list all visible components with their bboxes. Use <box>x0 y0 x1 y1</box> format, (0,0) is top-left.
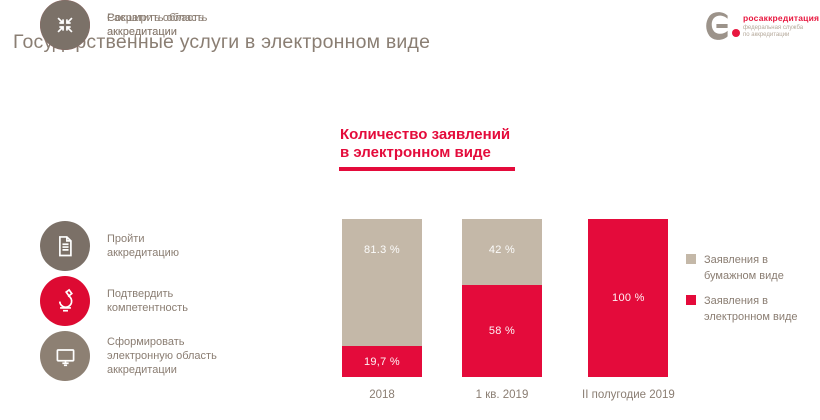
legend-label: Заявления в электронном виде <box>704 295 798 323</box>
legend-swatch-electronic <box>686 295 696 305</box>
chart-title: Количество заявлений в электронном виде <box>340 126 511 161</box>
chart-legend: Заявления в бумажном виде Заявления в эл… <box>686 252 798 334</box>
bar-column: 81.3 % 19,7 % 2018 <box>342 219 422 401</box>
logo-red-dot <box>732 29 740 37</box>
stacked-bar: 42 % 58 % <box>462 219 542 377</box>
bar-value-label: 58 % <box>488 325 516 338</box>
bar-segment: 58 % <box>462 285 542 377</box>
category-label: 1 кв. 2019 <box>475 389 529 401</box>
microscope-icon <box>40 276 90 326</box>
bar-segment: 100 % <box>588 219 669 377</box>
service-item-competence: Подтвердить компетентность <box>40 276 188 326</box>
service-label: Сформировать электронную область аккреди… <box>107 336 217 376</box>
bar-column: 42 % 58 % 1 кв. 2019 <box>462 219 542 401</box>
bar-chart: 81.3 % 19,7 % 2018 42 % 58 % 1 кв. 2019 100 % I… <box>342 219 675 401</box>
collapse-arrows-icon <box>40 0 90 50</box>
document-icon <box>40 221 90 271</box>
service-item-accreditation: Пройти аккредитацию <box>40 221 179 271</box>
service-item-electronic-scope: Сформировать электронную область аккреди… <box>40 331 217 381</box>
bar-segment: 81.3 % <box>342 219 422 347</box>
bar-value-label: 19,7 % <box>363 355 401 368</box>
monitor-icon <box>40 331 90 381</box>
service-item-reduce-scope: Сократить область аккредитации <box>40 0 204 50</box>
stacked-bar: 81.3 % 19,7 % <box>342 219 422 377</box>
category-label: II полугодие 2019 <box>582 389 675 401</box>
logo-mark-icon <box>706 10 740 42</box>
bar-value-label: 100 % <box>612 292 645 304</box>
legend-entry-electronic: Заявления в электронном виде <box>686 293 798 325</box>
page-title: Государственные услуги в электронном вид… <box>13 31 431 53</box>
logo-mask-shape <box>706 12 728 40</box>
chart-title-underline <box>339 167 515 171</box>
rosaccreditation-logo: росаккредитация федеральная служба по ак… <box>706 10 819 42</box>
service-label: Пройти аккредитацию <box>107 233 180 259</box>
service-label: Расширить область аккредитации <box>107 12 208 38</box>
legend-label: Заявления в бумажном виде <box>704 254 784 282</box>
logo-subtitle: федеральная служба по аккредитации <box>743 25 804 38</box>
logo-text: росаккредитация федеральная служба по ак… <box>743 10 819 42</box>
logo-brand-name: росаккредитация <box>743 13 820 23</box>
stacked-bar: 100 % <box>588 219 669 377</box>
service-label: Подтвердить компетентность <box>107 288 188 314</box>
bar-segment: 19,7 % <box>342 346 422 377</box>
service-label: Сократить область аккредитации <box>107 12 204 38</box>
bar-value-label: 42 % <box>488 244 516 256</box>
legend-swatch-paper <box>686 254 696 264</box>
bar-segment: 42 % <box>462 219 542 286</box>
legend-entry-paper: Заявления в бумажном виде <box>686 252 798 284</box>
logo-mask-bar <box>716 24 728 28</box>
bar-value-label: 81.3 % <box>363 244 401 256</box>
category-label: 2018 <box>369 389 395 401</box>
bar-column: 100 % II полугодие 2019 <box>582 219 675 401</box>
